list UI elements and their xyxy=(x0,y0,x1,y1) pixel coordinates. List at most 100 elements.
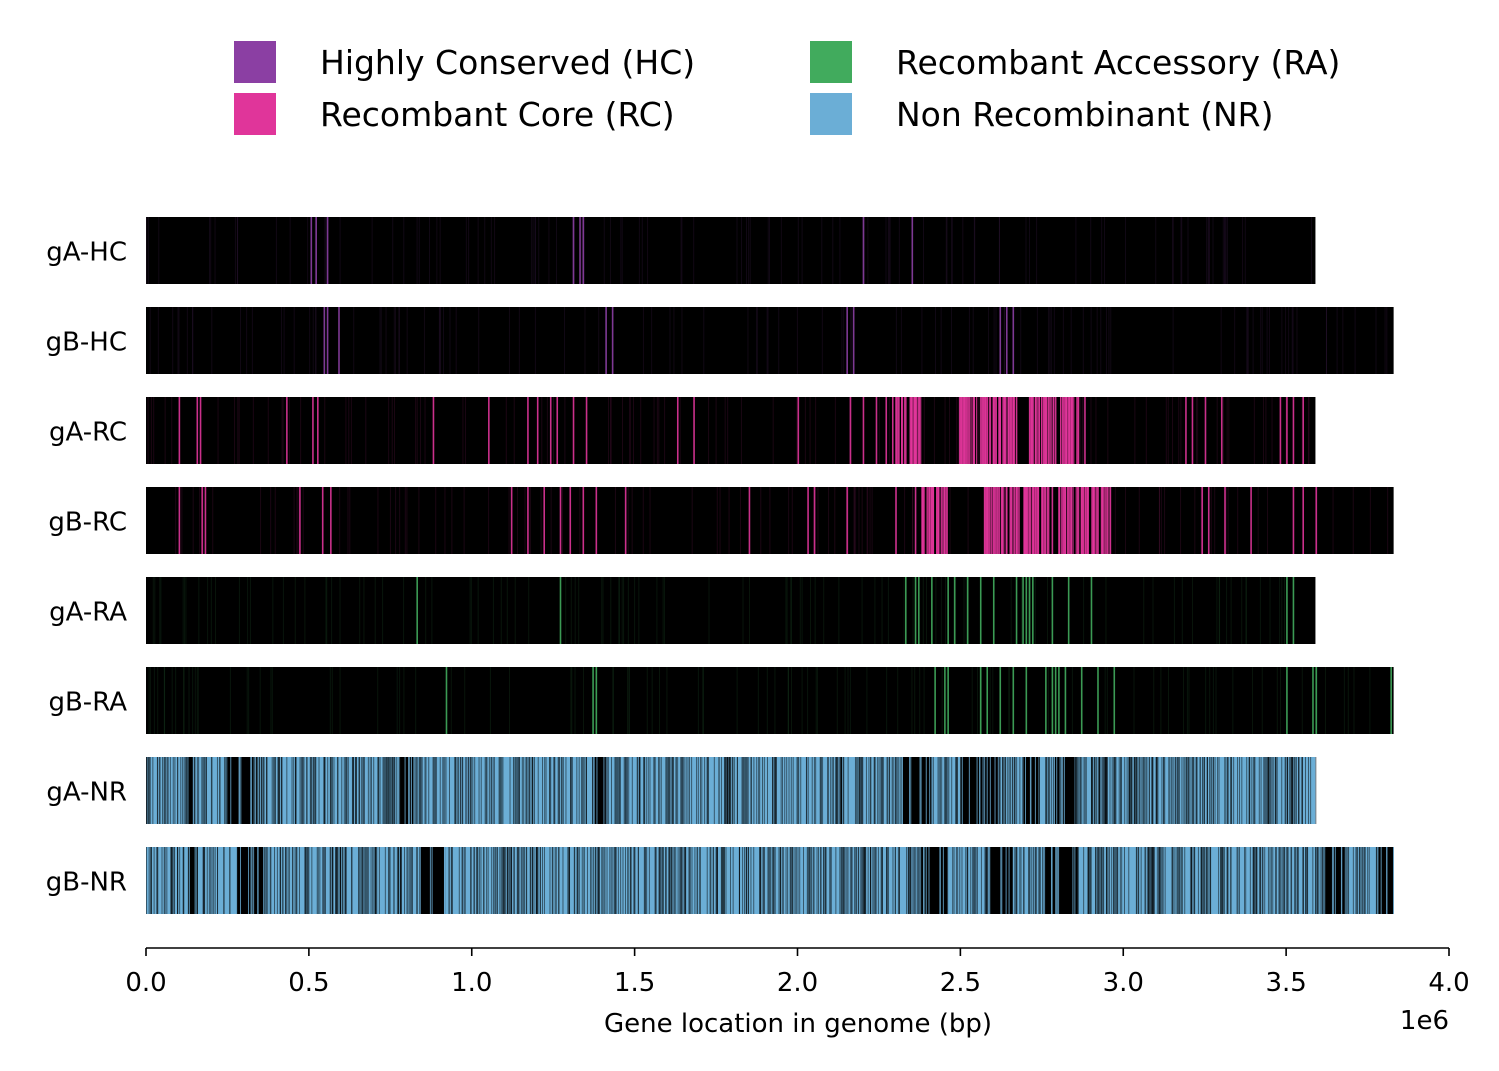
gene-mark xyxy=(1047,487,1049,554)
gene-gap-mark xyxy=(661,847,663,914)
gene-gap-mark xyxy=(1174,847,1176,914)
gene-gap-mark xyxy=(1091,757,1093,824)
gene-gap-mark xyxy=(1107,757,1108,824)
gene-gap-mark xyxy=(276,847,278,914)
gene-gap-mark xyxy=(723,847,725,914)
gene-gap-mark xyxy=(1145,757,1147,824)
gene-gap-mark xyxy=(537,847,539,914)
gene-gap-mark xyxy=(1162,847,1164,914)
gene-gap-mark xyxy=(341,757,343,824)
gene-texture-mark xyxy=(1108,307,1110,374)
gene-gap-mark xyxy=(1286,847,1288,914)
gene-texture-mark xyxy=(1259,577,1261,644)
gene-gap-mark xyxy=(1008,757,1010,824)
gene-gap-mark xyxy=(799,847,801,914)
gene-gap-mark xyxy=(327,757,329,824)
gene-gap-mark xyxy=(1321,847,1323,914)
gene-gap-mark xyxy=(384,847,386,914)
gene-gap-mark xyxy=(726,757,728,824)
gene-gap-mark xyxy=(1206,847,1208,914)
gene-mark xyxy=(1009,487,1011,554)
gene-gap-mark xyxy=(1218,847,1220,914)
gene-mark xyxy=(992,397,995,464)
gene-gap-mark xyxy=(907,847,909,914)
gene-gap-mark xyxy=(1100,847,1102,914)
gene-texture-mark xyxy=(973,217,975,284)
gene-gap-mark xyxy=(628,757,630,824)
gene-gap-mark xyxy=(760,847,762,914)
gene-gap-mark xyxy=(836,757,838,824)
gene-gap-mark xyxy=(296,847,298,914)
gene-gap-mark xyxy=(615,847,617,914)
gene-gap-mark xyxy=(586,847,588,914)
gene-gap-mark xyxy=(1133,757,1135,824)
gene-gap-mark xyxy=(1103,847,1105,914)
gene-mark xyxy=(1286,577,1288,644)
gene-gap-mark xyxy=(851,847,852,914)
gene-gap-mark xyxy=(210,847,212,914)
gene-texture-mark xyxy=(1226,577,1228,644)
gene-gap-mark xyxy=(400,847,402,914)
gene-gap-mark xyxy=(172,757,174,824)
gene-mark xyxy=(999,397,1002,464)
gene-texture-mark xyxy=(309,307,311,374)
gene-texture-mark xyxy=(198,577,200,644)
gene-texture-mark xyxy=(1246,307,1248,374)
gene-gap-mark xyxy=(669,847,671,914)
gene-gap-mark xyxy=(970,847,972,914)
gene-gap-mark xyxy=(152,757,154,824)
gene-mark xyxy=(982,397,984,464)
gene-gap-mark xyxy=(571,757,573,824)
gene-gap-mark xyxy=(473,847,475,914)
gene-mark xyxy=(338,307,340,374)
gene-gap-mark xyxy=(1218,757,1220,824)
gene-mark xyxy=(1034,487,1036,554)
gene-texture-mark xyxy=(326,577,328,644)
gene-texture-mark xyxy=(1324,667,1326,734)
gene-texture-mark xyxy=(1246,307,1248,374)
gene-gap-mark xyxy=(1324,847,1326,914)
gene-mark xyxy=(934,667,936,734)
gene-mark xyxy=(192,757,194,824)
gene-texture-mark xyxy=(1075,217,1077,284)
gene-texture-mark xyxy=(821,307,823,374)
gene-gap-mark xyxy=(483,847,485,914)
gene-mark xyxy=(1048,397,1050,464)
gene-gap-mark xyxy=(1183,757,1185,824)
gene-gap-mark xyxy=(292,847,294,914)
gene-texture-mark xyxy=(621,397,623,464)
gene-mark xyxy=(416,577,418,644)
gene-texture-mark xyxy=(1216,577,1218,644)
gene-gap-mark xyxy=(337,757,339,824)
gene-gap-mark xyxy=(1249,847,1251,914)
gene-gap-mark xyxy=(1139,757,1141,824)
gene-gap-mark xyxy=(1193,847,1195,914)
gene-gap-mark xyxy=(1083,757,1085,824)
gene-gap-mark xyxy=(649,757,651,824)
gene-texture-mark xyxy=(579,487,581,554)
legend-swatch-nr xyxy=(810,93,852,135)
gene-gap-mark xyxy=(873,757,875,824)
gene-mark xyxy=(979,667,982,734)
gene-gap-mark xyxy=(858,757,860,824)
gene-mark xyxy=(986,757,988,824)
gene-texture-mark xyxy=(259,667,261,734)
gene-texture-mark xyxy=(470,577,472,644)
gene-texture-mark xyxy=(307,217,309,284)
gene-gap-mark xyxy=(1291,847,1293,914)
gene-mark xyxy=(1390,667,1392,734)
gene-gap-mark xyxy=(509,757,511,824)
gene-mark xyxy=(998,397,1000,464)
gene-mark xyxy=(1042,397,1044,464)
gene-gap-mark xyxy=(1281,847,1283,914)
gene-mark xyxy=(797,397,800,464)
gene-mark xyxy=(1080,667,1083,734)
gene-gap-mark xyxy=(256,757,258,824)
gene-gap-mark xyxy=(388,757,390,824)
gene-texture-mark xyxy=(1224,217,1226,284)
gene-texture-mark xyxy=(756,307,758,374)
gene-gap-mark xyxy=(999,757,1001,824)
gene-texture-mark xyxy=(627,487,629,554)
gene-mark xyxy=(1392,847,1394,914)
gene-gap-mark xyxy=(223,847,225,914)
